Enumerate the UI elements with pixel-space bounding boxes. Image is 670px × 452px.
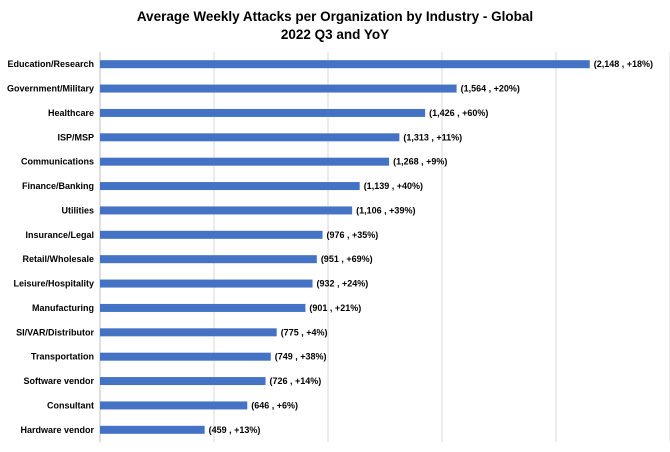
category-label: Government/Military: [7, 84, 94, 94]
bar: [100, 108, 426, 117]
data-label: (932 , +24%): [316, 279, 368, 289]
category-label: Consultant: [47, 400, 94, 410]
data-label: (1,139 , +40%): [364, 181, 423, 191]
category-label: SI/VAR/Distributor: [16, 327, 94, 337]
bar: [100, 182, 360, 191]
data-label: (1,564 , +20%): [461, 84, 520, 94]
chart-title: Average Weekly Attacks per Organization …: [136, 9, 534, 24]
data-label: (951 , +69%): [321, 254, 373, 264]
category-label: Hardware vendor: [20, 425, 94, 435]
category-label: Utilities: [61, 205, 94, 215]
data-label: (775 , +4%): [281, 327, 328, 337]
data-label: (1,313 , +11%): [403, 132, 462, 142]
bar: [100, 255, 317, 264]
bar: [100, 352, 271, 361]
data-label: (1,426 , +60%): [429, 108, 488, 118]
bar: [100, 157, 390, 166]
data-label: (2,148 , +18%): [594, 59, 653, 69]
bar: [100, 328, 277, 337]
data-label: (726 , +14%): [270, 376, 322, 386]
data-label: (749 , +38%): [275, 352, 327, 362]
category-label: Insurance/Legal: [25, 230, 94, 240]
data-label: (1,106 , +39%): [356, 205, 415, 215]
data-label: (901 , +21%): [309, 303, 361, 313]
category-label: Healthcare: [48, 108, 94, 118]
bar: [100, 425, 205, 434]
bar: [100, 60, 590, 69]
chart-subtitle: 2022 Q3 and YoY: [280, 27, 390, 42]
data-label: (1,268 , +9%): [393, 157, 447, 167]
category-label: Software vendor: [23, 376, 94, 386]
category-label: Finance/Banking: [22, 181, 94, 191]
data-label: (976 , +35%): [327, 230, 379, 240]
category-label: Education/Research: [7, 59, 94, 69]
category-label: Retail/Wholesale: [22, 254, 94, 264]
category-label: Communications: [21, 157, 94, 167]
bar: [100, 206, 353, 215]
bar: [100, 303, 306, 312]
category-label: Transportation: [31, 352, 94, 362]
category-label: Manufacturing: [32, 303, 94, 313]
category-label: ISP/MSP: [57, 132, 94, 142]
bar: [100, 377, 266, 386]
bar: [100, 279, 313, 288]
data-label: (646 , +6%): [251, 400, 298, 410]
category-label: Leisure/Hospitality: [13, 279, 94, 289]
bar: [100, 401, 248, 410]
bar: [100, 84, 457, 93]
data-label: (459 , +13%): [209, 425, 261, 435]
bar: [100, 230, 323, 239]
bar: [100, 133, 400, 142]
